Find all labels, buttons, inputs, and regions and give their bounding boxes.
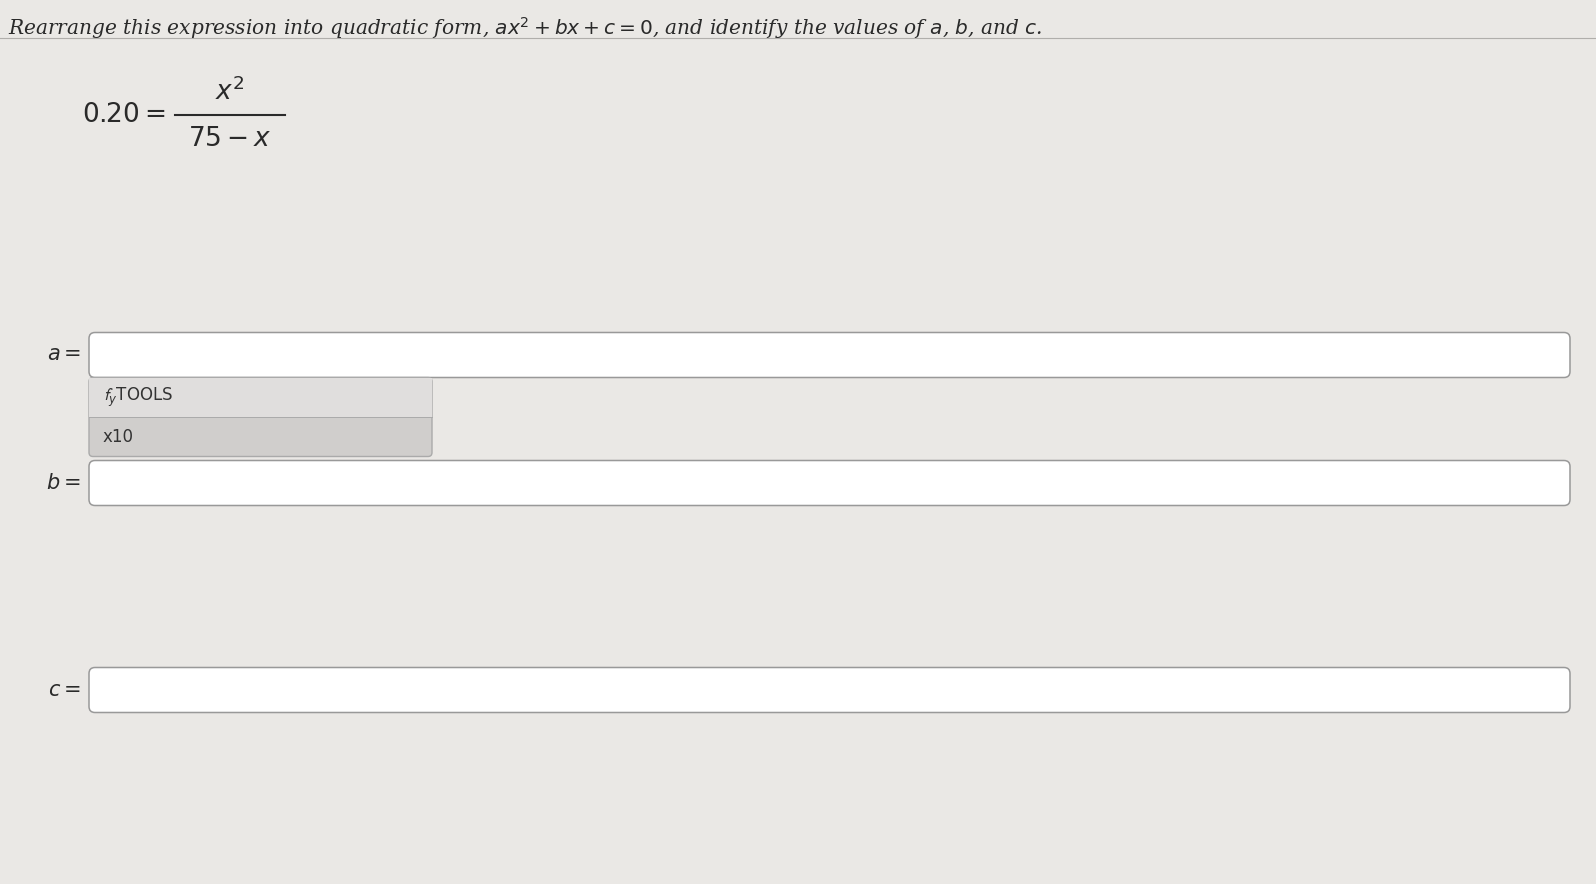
Text: x10: x10: [104, 428, 134, 446]
FancyBboxPatch shape: [89, 332, 1570, 377]
Text: $0.20 =$: $0.20 =$: [81, 103, 166, 127]
FancyBboxPatch shape: [89, 377, 433, 456]
FancyBboxPatch shape: [89, 667, 1570, 713]
Text: $x^2$: $x^2$: [215, 77, 244, 105]
Text: $\mathcal{f}_y$TOOLS: $\mathcal{f}_y$TOOLS: [104, 385, 174, 408]
Text: $a =$: $a =$: [46, 346, 81, 364]
Text: $c =$: $c =$: [48, 681, 81, 699]
Text: Rearrange this expression into quadratic form, $ax^2 + bx + c = 0$, and identify: Rearrange this expression into quadratic…: [8, 15, 1042, 41]
Text: $75 - x$: $75 - x$: [188, 126, 271, 151]
FancyBboxPatch shape: [89, 461, 1570, 506]
Bar: [89, 377, 433, 417]
Text: $b =$: $b =$: [46, 473, 81, 493]
